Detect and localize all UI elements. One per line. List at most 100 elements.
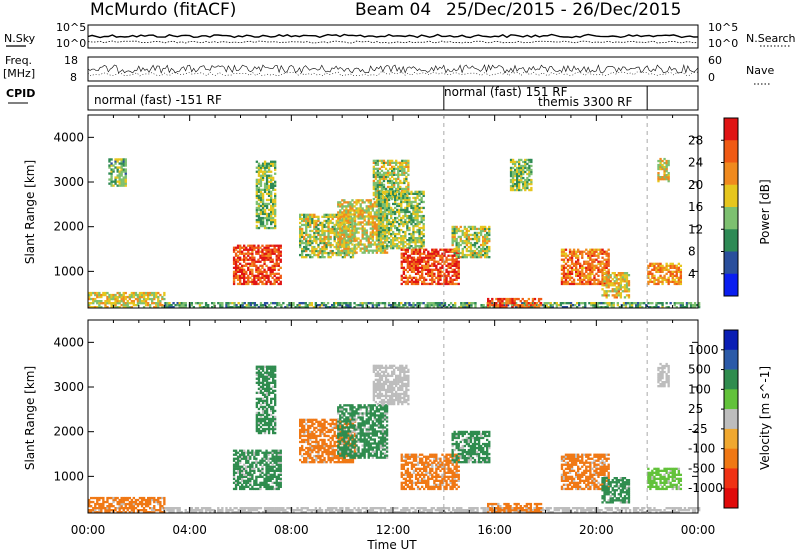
range-gate-cell <box>363 231 366 234</box>
range-gate-cell <box>178 511 181 514</box>
range-gate-cell <box>659 280 662 284</box>
range-gate-cell <box>373 249 377 252</box>
range-gate-cell <box>418 250 422 253</box>
range-gate-cell <box>305 215 308 219</box>
range-gate-cell <box>623 286 627 289</box>
range-gate-cell <box>272 182 275 186</box>
range-gate-cell <box>112 496 115 500</box>
range-gate-cell <box>253 280 256 284</box>
range-gate-cell <box>400 241 403 244</box>
range-gate-cell <box>249 252 252 255</box>
range-gate-cell <box>343 237 346 240</box>
range-gate-cell <box>90 297 93 301</box>
range-gate-cell <box>385 194 389 198</box>
range-gate-cell <box>272 160 275 163</box>
range-gate-cell <box>310 511 314 514</box>
range-gate-cell <box>524 178 527 182</box>
range-gate-cell <box>100 300 103 303</box>
range-gate-cell <box>514 174 517 178</box>
range-gate-cell <box>234 246 238 249</box>
range-gate-cell <box>599 252 602 255</box>
range-gate-cell <box>122 295 125 299</box>
range-gate-cell <box>134 502 138 506</box>
range-gate-cell <box>519 300 522 303</box>
range-gate-cell <box>232 246 236 249</box>
range-gate-cell <box>251 256 254 259</box>
range-gate-cell <box>402 196 405 200</box>
range-gate-cell <box>369 231 372 234</box>
range-gate-cell <box>323 243 326 247</box>
range-gate-cell <box>431 280 434 284</box>
range-gate-cell <box>88 291 91 295</box>
range-gate-cell <box>441 258 444 261</box>
range-gate-cell <box>259 196 263 200</box>
range-gate-cell <box>239 256 242 259</box>
range-gate-cell <box>353 251 357 255</box>
range-gate-cell <box>482 227 485 231</box>
range-gate-cell <box>163 502 166 506</box>
range-gate-cell <box>491 304 494 307</box>
range-gate-cell <box>232 262 236 266</box>
y-tick-label: 3000 <box>53 175 84 189</box>
range-gate-cell <box>623 272 627 275</box>
range-gate-cell <box>359 209 362 212</box>
range-gate-cell <box>365 306 368 309</box>
range-gate-cell <box>390 224 393 228</box>
range-gate-cell <box>236 278 240 282</box>
range-gate-cell <box>518 158 521 162</box>
range-gate-cell <box>303 231 306 235</box>
range-gate-cell <box>255 246 258 249</box>
range-gate-cell <box>647 272 650 276</box>
range-gate-cell <box>108 300 111 303</box>
range-gate-cell <box>591 250 594 253</box>
range-gate-cell <box>120 168 123 171</box>
range-gate-cell <box>272 302 275 305</box>
range-gate-cell <box>515 306 518 309</box>
range-gate-cell <box>437 272 440 276</box>
range-gate-cell <box>491 300 494 303</box>
range-gate-cell <box>521 306 524 309</box>
range-gate-cell <box>665 165 668 169</box>
range-gate-cell <box>484 235 487 239</box>
range-gate-cell <box>247 250 250 253</box>
range-gate-cell <box>327 221 330 225</box>
range-gate-cell <box>255 226 259 230</box>
range-gate-cell <box>568 270 572 274</box>
range-gate-cell <box>407 167 410 171</box>
range-gate-cell <box>405 161 408 165</box>
range-gate-cell <box>159 302 162 305</box>
range-gate-cell <box>335 219 338 223</box>
freq-trace <box>87 63 699 74</box>
range-gate-cell <box>603 292 606 295</box>
range-gate-cell <box>425 266 428 270</box>
range-gate-cell <box>387 198 391 202</box>
range-gate-cell <box>341 205 344 208</box>
range-gate-cell <box>323 229 326 233</box>
range-gate-cell <box>568 256 572 259</box>
range-gate-cell <box>433 278 436 282</box>
range-gate-cell <box>655 302 658 305</box>
range-gate-cell <box>271 252 274 255</box>
range-gate-cell <box>404 302 407 305</box>
range-gate-cell <box>269 244 272 247</box>
range-gate-cell <box>353 205 356 208</box>
range-gate-cell <box>645 306 648 309</box>
range-gate-cell <box>587 278 590 282</box>
range-gate-cell <box>337 509 340 512</box>
range-gate-cell <box>128 293 132 297</box>
range-gate-cell <box>180 304 183 307</box>
range-gate-cell <box>225 509 228 512</box>
range-gate-cell <box>619 292 623 295</box>
range-gate-cell <box>144 297 148 301</box>
range-gate-cell <box>520 168 523 172</box>
range-gate-cell <box>661 176 664 179</box>
range-gate-cell <box>649 262 652 266</box>
range-gate-cell <box>337 225 340 228</box>
range-gate-cell <box>331 231 334 235</box>
range-gate-cell <box>265 511 269 514</box>
range-gate-cell <box>301 256 304 259</box>
range-gate-cell <box>130 295 134 299</box>
range-gate-cell <box>114 160 117 163</box>
range-gate-cell <box>92 306 95 309</box>
range-gate-cell <box>110 304 113 307</box>
